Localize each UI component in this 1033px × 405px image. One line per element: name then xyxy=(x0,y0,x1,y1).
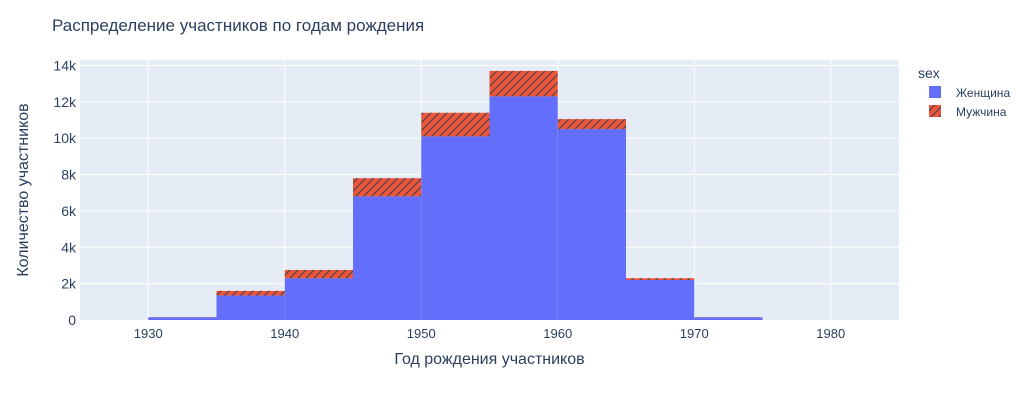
y-tick-label: 10k xyxy=(53,130,77,146)
legend-item-men[interactable]: Мужчина xyxy=(929,105,1007,119)
bar-men[interactable] xyxy=(217,291,285,296)
y-tick-label: 4k xyxy=(61,239,77,255)
legend-label-women: Женщина xyxy=(956,86,1010,100)
chart-title: Распределение участников по годам рожден… xyxy=(52,16,424,35)
bar-women[interactable] xyxy=(558,129,626,320)
legend-swatch-men xyxy=(929,105,941,117)
bar-women[interactable] xyxy=(421,136,489,320)
y-tick-label: 6k xyxy=(61,203,77,219)
x-tick-label: 1950 xyxy=(407,326,436,341)
y-axis-ticks: 0 2k 4k 6k 8k 10k 12k 14k xyxy=(53,57,77,328)
x-tick-label: 1970 xyxy=(680,326,709,341)
bar-women[interactable] xyxy=(285,278,353,320)
bar-women[interactable] xyxy=(148,317,216,320)
bar-men[interactable] xyxy=(421,113,489,137)
bar-women[interactable] xyxy=(694,317,762,320)
legend: sex Женщина Мужчина xyxy=(918,65,1010,119)
legend-swatch-women xyxy=(929,86,941,98)
bar-men[interactable] xyxy=(626,278,694,280)
bar-men[interactable] xyxy=(558,119,626,129)
legend-title: sex xyxy=(918,65,940,81)
legend-item-women[interactable]: Женщина xyxy=(929,86,1010,100)
y-tick-label: 0 xyxy=(68,312,76,328)
bar-men[interactable] xyxy=(353,178,421,196)
x-tick-label: 1930 xyxy=(134,326,163,341)
bar-men[interactable] xyxy=(490,71,558,96)
x-tick-label: 1940 xyxy=(270,326,299,341)
x-axis-ticks: 1930 1940 1950 1960 1970 1980 xyxy=(134,326,845,341)
x-axis-label: Год рождения участников xyxy=(394,351,584,368)
y-tick-label: 14k xyxy=(53,57,77,73)
bar-women[interactable] xyxy=(626,280,694,320)
y-tick-label: 2k xyxy=(61,276,77,292)
bar-women[interactable] xyxy=(353,196,421,320)
x-tick-label: 1960 xyxy=(543,326,572,341)
legend-label-men: Мужчина xyxy=(956,105,1007,119)
y-tick-label: 12k xyxy=(53,94,77,110)
bar-women[interactable] xyxy=(490,96,558,320)
bar-women[interactable] xyxy=(217,295,285,320)
y-axis-label: Количество участников xyxy=(15,103,32,276)
x-tick-label: 1980 xyxy=(816,326,845,341)
y-tick-label: 8k xyxy=(61,167,77,183)
bar-men[interactable] xyxy=(285,270,353,278)
